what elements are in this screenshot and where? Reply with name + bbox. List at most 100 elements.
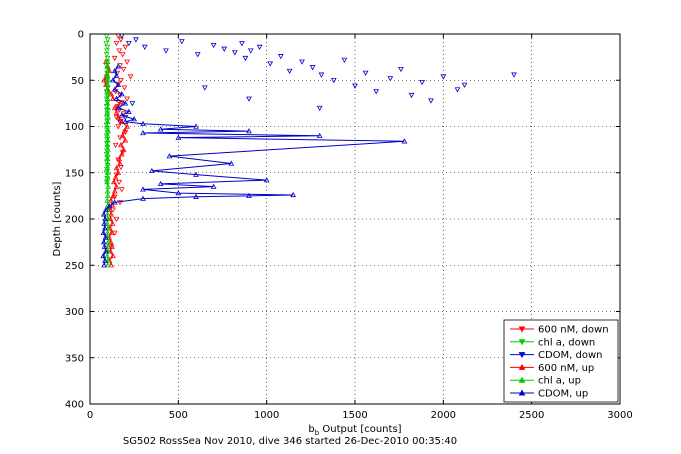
- data-point: [387, 76, 394, 82]
- data-point: [117, 160, 123, 166]
- data-point: [104, 109, 111, 115]
- data-point: [104, 137, 111, 143]
- data-point: [140, 186, 146, 192]
- data-point: [113, 95, 120, 101]
- data-point: [127, 74, 134, 80]
- y-tick-label: 200: [65, 215, 84, 226]
- data-point: [125, 41, 132, 47]
- data-point: [115, 104, 122, 111]
- data-point: [106, 203, 113, 209]
- data-point: [116, 179, 123, 186]
- data-point: [121, 85, 128, 91]
- data-point: [175, 190, 182, 196]
- plot-area: [100, 33, 517, 268]
- data-point: [401, 138, 408, 144]
- data-point: [121, 128, 128, 134]
- data-point: [104, 188, 111, 194]
- data-point: [104, 72, 111, 78]
- data-point: [267, 61, 274, 67]
- data-point: [105, 91, 111, 97]
- data-point: [246, 128, 252, 134]
- data-point: [113, 109, 120, 115]
- data-point: [103, 206, 109, 212]
- data-point: [104, 37, 111, 43]
- data-point: [102, 234, 109, 240]
- data-point: [105, 146, 111, 152]
- legend-marker: [518, 339, 526, 346]
- x-axis-label-rest: Output [counts]: [319, 424, 401, 435]
- data-point: [104, 211, 111, 217]
- data-point: [104, 48, 110, 54]
- data-point: [116, 155, 123, 162]
- x-tick-label: 1000: [254, 410, 279, 421]
- data-point: [113, 165, 120, 171]
- series-4: [104, 58, 112, 268]
- data-point: [105, 169, 111, 175]
- data-point: [113, 216, 120, 223]
- data-point: [111, 188, 118, 194]
- data-point: [101, 77, 108, 83]
- data-point: [104, 155, 111, 162]
- data-point: [110, 207, 116, 213]
- data-point: [101, 220, 108, 226]
- x-tick-label: 500: [169, 410, 188, 421]
- data-point: [133, 37, 139, 43]
- data-point: [330, 78, 337, 84]
- data-point: [163, 48, 169, 54]
- data-point: [104, 252, 111, 259]
- data-point: [104, 104, 111, 111]
- data-point: [108, 91, 115, 97]
- data-point: [124, 59, 130, 65]
- data-point: [104, 95, 111, 101]
- data-point: [110, 178, 117, 185]
- data-point: [104, 63, 111, 69]
- data-point: [105, 183, 112, 189]
- legend-label: 600 nM, down: [538, 325, 609, 336]
- data-point: [118, 151, 125, 157]
- data-point: [118, 187, 125, 193]
- data-point: [316, 105, 323, 112]
- data-point: [104, 55, 111, 62]
- data-point: [122, 44, 129, 50]
- data-point: [454, 87, 461, 93]
- data-point: [103, 41, 110, 47]
- data-point: [228, 160, 235, 166]
- data-point: [105, 67, 111, 74]
- data-point: [115, 81, 122, 88]
- legend-box: [503, 319, 619, 403]
- data-point: [108, 229, 115, 236]
- x-axis-label: bb Output [counts]: [308, 424, 401, 437]
- data-point: [104, 192, 111, 199]
- data-point: [101, 225, 108, 231]
- data-point: [440, 74, 447, 80]
- data-point: [100, 211, 107, 217]
- data-point: [116, 48, 123, 54]
- x-axis-label-main: b: [308, 424, 314, 435]
- legend-label: chl a, up: [538, 376, 581, 387]
- x-tick-label: 2500: [519, 410, 544, 421]
- data-point: [120, 146, 127, 152]
- data-point: [105, 128, 112, 134]
- data-point: [178, 39, 185, 45]
- data-point: [115, 169, 122, 175]
- data-point: [105, 114, 111, 120]
- data-point: [119, 132, 126, 138]
- data-point: [210, 42, 217, 49]
- data-point: [104, 58, 111, 64]
- data-point: [111, 199, 118, 205]
- data-point: [104, 262, 111, 268]
- data-point: [113, 115, 120, 121]
- data-point: [104, 44, 111, 50]
- data-point: [118, 141, 124, 148]
- data-point: [107, 197, 114, 203]
- data-point: [239, 41, 245, 47]
- data-point: [110, 252, 116, 259]
- data-point: [148, 167, 155, 174]
- data-point: [104, 141, 111, 148]
- data-point: [194, 52, 201, 58]
- y-tick-label: 300: [65, 307, 84, 318]
- y-axis-label: Depth [counts]: [52, 181, 63, 256]
- axis-ticks: 0 500 1000 1500 2000 2500 3000 0 50 100 150 200 250 3…: [65, 30, 633, 422]
